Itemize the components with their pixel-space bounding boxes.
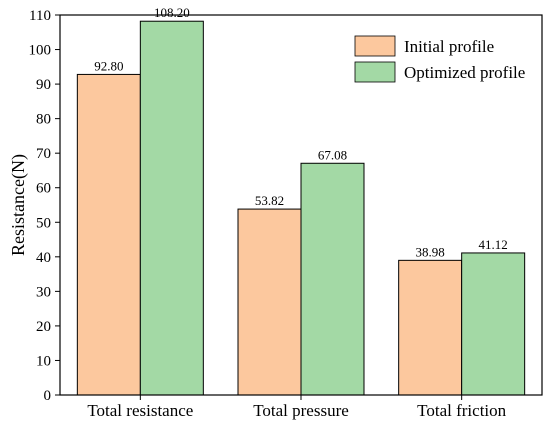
- plot-frame: [59, 14, 543, 396]
- y-tick-label: 30: [36, 284, 51, 300]
- y-tick-label: 20: [36, 319, 51, 335]
- value-label-optimized-3: 41.12: [479, 237, 508, 252]
- value-label-optimized-1: 108.20: [154, 5, 190, 20]
- bars-group: 92.80 108.20 53.82 67.08 38.98 41.12: [76, 5, 526, 396]
- bar-optimized-2: [300, 162, 365, 396]
- x-category-label: Total friction: [417, 401, 506, 420]
- x-category-label: Total pressure: [253, 401, 349, 420]
- legend-swatch-initial: [354, 35, 396, 57]
- y-axis-title: Resistance(N): [8, 154, 29, 256]
- y-tick-label: 10: [36, 353, 51, 369]
- value-label-optimized-2: 67.08: [318, 147, 347, 162]
- value-label-initial-1: 92.80: [94, 58, 123, 73]
- bar-initial-2: [237, 208, 302, 396]
- value-label-initial-2: 53.82: [255, 193, 284, 208]
- bar-optimized-3: [461, 252, 526, 396]
- y-tick-label: 90: [36, 77, 51, 93]
- y-tick-label: 60: [36, 181, 51, 197]
- y-tick-label: 110: [29, 8, 51, 24]
- legend-swatch-optimized: [354, 61, 396, 83]
- x-axis-ticks: Total resistance Total pressure Total fric…: [87, 395, 507, 420]
- y-tick-label: 70: [36, 146, 51, 162]
- value-label-initial-3: 38.98: [416, 244, 445, 259]
- legend: Initial profile Optimized profile: [354, 35, 525, 83]
- legend-label-initial: Initial profile: [404, 37, 494, 56]
- y-tick-label: 100: [29, 43, 52, 59]
- y-tick-label: 0: [44, 388, 52, 404]
- y-axis-ticks: 0 10 20 30 40 50 60 70 80 90 100 110: [29, 8, 60, 404]
- bar-initial-1: [76, 73, 141, 396]
- y-tick-label: 40: [36, 250, 51, 266]
- y-tick-label: 50: [36, 215, 51, 231]
- bar-optimized-1: [139, 20, 204, 396]
- x-category-label: Total resistance: [87, 401, 193, 420]
- y-tick-label: 80: [36, 112, 51, 128]
- legend-label-optimized: Optimized profile: [404, 63, 525, 82]
- bar-initial-3: [398, 259, 463, 396]
